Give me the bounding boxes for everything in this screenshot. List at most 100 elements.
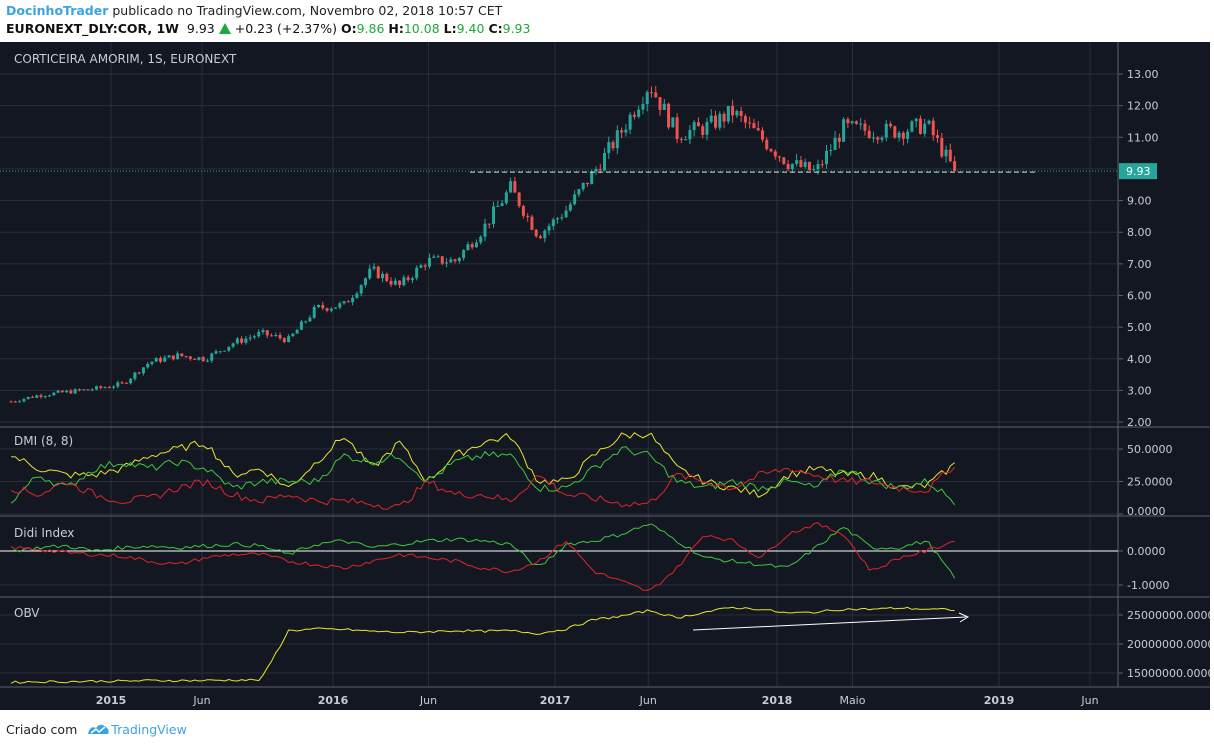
candle-down <box>765 139 769 150</box>
price-axis-label: 25.0000 <box>1127 476 1173 489</box>
candle-down <box>440 256 444 264</box>
candle-down <box>137 372 141 374</box>
obv-obv-line <box>10 606 955 684</box>
candle-down <box>521 206 525 216</box>
candle-down <box>739 111 743 117</box>
candle-up <box>329 308 333 311</box>
dmi-pane-title: DMI (8, 8) <box>14 434 74 448</box>
footer: Criado com TradingView <box>6 722 187 737</box>
candle-down <box>722 113 726 122</box>
candle-up <box>662 103 666 110</box>
obv-pane-title: OBV <box>14 606 40 620</box>
candle-up <box>304 321 308 323</box>
dmi-adx-line <box>11 432 955 498</box>
dmi-di-line <box>10 446 956 506</box>
candle-up <box>474 242 478 248</box>
candle-down <box>99 386 103 388</box>
candle-up <box>235 338 239 344</box>
candle-up <box>884 123 888 138</box>
candle-up <box>509 181 513 193</box>
candle-down <box>854 121 858 124</box>
candle-down <box>69 390 73 394</box>
chart-area[interactable]: 2015 Jun 2016 Jun 2017 Jun 2018 Maio 2019 Jun 13.0… <box>0 42 1210 710</box>
candle-down <box>654 92 658 98</box>
last-price: 9.93 <box>186 21 215 36</box>
candle-down <box>180 353 184 357</box>
candle-down <box>321 304 325 309</box>
arrow-head-icon <box>958 612 970 623</box>
candle-down <box>799 160 803 167</box>
candle-down <box>632 114 636 117</box>
candle-up <box>410 278 414 280</box>
candle-down <box>270 335 274 337</box>
candle-down <box>807 161 811 171</box>
candle-up <box>308 317 312 322</box>
publish-info: DocinhoTrader publicado no TradingView.c… <box>6 3 502 18</box>
symbol: EURONEXT_DLY:COR, 1W <box>6 21 179 36</box>
candle-up <box>82 389 86 391</box>
time-axis-label: Maio <box>839 694 865 707</box>
chart-canvas[interactable]: 2015 Jun 2016 Jun 2017 Jun 2018 Maio 2019 Jun 13.0… <box>0 42 1210 710</box>
candle-down <box>658 97 662 110</box>
candle-down <box>406 277 410 280</box>
candle-down <box>948 149 952 162</box>
candle-up <box>22 398 26 402</box>
candle-down <box>731 106 735 116</box>
candle-up <box>637 109 641 117</box>
candle-down <box>107 387 111 389</box>
candle-down <box>696 122 700 127</box>
candle-down <box>598 168 602 171</box>
candle-up <box>43 396 47 398</box>
candle-up <box>176 353 180 360</box>
tradingview-logo-icon <box>88 724 109 734</box>
tradingview-link[interactable]: TradingView <box>111 722 187 737</box>
price-axis-label: 6.00 <box>1127 289 1152 302</box>
candle-down <box>585 182 589 185</box>
candle-up <box>436 256 440 258</box>
price-change: +0.23 (+2.37%) <box>234 21 337 36</box>
candle-up <box>594 168 598 172</box>
last-price-badge <box>1119 163 1157 180</box>
candle-down <box>820 164 824 166</box>
candle-up <box>210 353 214 361</box>
candle-up <box>445 262 449 264</box>
candle-up <box>871 137 875 139</box>
candle-up <box>244 338 248 343</box>
candle-up <box>154 357 158 362</box>
candle-down <box>487 223 491 225</box>
high-label: H: <box>388 21 404 36</box>
candle-up <box>449 259 453 263</box>
time-axis-label: Jun <box>419 694 437 707</box>
last-price-label: 9.93 <box>1126 165 1151 178</box>
candle-up <box>457 258 461 262</box>
candle-down <box>701 126 705 135</box>
candle-down <box>953 161 957 172</box>
candle-down <box>837 137 841 142</box>
candle-down <box>398 280 402 286</box>
candle-up <box>295 329 299 334</box>
candle-up <box>688 130 692 140</box>
candle-down <box>863 123 867 131</box>
candle-up <box>261 330 265 333</box>
candle-up <box>671 117 675 128</box>
high-value: 10.08 <box>403 21 440 36</box>
candle-up <box>624 129 628 133</box>
candle-up <box>26 396 30 399</box>
author-link[interactable]: DocinhoTrader <box>6 3 109 18</box>
candle-down <box>867 130 871 138</box>
candle-up <box>859 123 863 125</box>
candle-up <box>726 106 730 122</box>
candle-up <box>590 171 594 185</box>
candle-down <box>526 215 530 217</box>
candle-up <box>338 303 342 308</box>
candle-up <box>829 149 833 151</box>
candle-down <box>346 301 350 303</box>
candle-up <box>897 132 901 138</box>
candle-down <box>265 330 269 336</box>
candle-up <box>218 351 222 353</box>
candle-up <box>227 346 231 351</box>
price-axis-label: 11.00 <box>1127 131 1159 144</box>
time-axis-label: 2015 <box>96 694 127 707</box>
candle-up <box>316 304 320 308</box>
candle-up <box>334 307 338 309</box>
